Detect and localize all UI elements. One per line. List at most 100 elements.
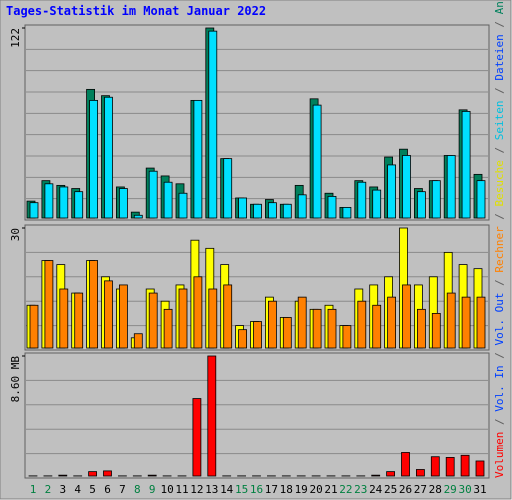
y-tick-label: 30 bbox=[9, 228, 22, 241]
bar bbox=[402, 284, 411, 349]
bar bbox=[208, 288, 218, 349]
bar bbox=[133, 214, 143, 219]
bar bbox=[416, 308, 426, 349]
bar bbox=[387, 296, 397, 349]
legend-entry: Seiten bbox=[493, 100, 506, 140]
x-tick-label: 22 bbox=[339, 483, 352, 496]
bar bbox=[59, 288, 69, 349]
legend-separator: / bbox=[493, 206, 506, 226]
bar bbox=[74, 292, 84, 349]
bar bbox=[430, 456, 440, 477]
bar bbox=[446, 292, 456, 349]
x-tick-label: 15 bbox=[235, 483, 248, 496]
bar bbox=[88, 471, 97, 477]
bar bbox=[431, 312, 441, 349]
bar bbox=[163, 308, 173, 349]
legend-entry: Vol. Out bbox=[493, 293, 506, 346]
bar bbox=[446, 155, 456, 219]
x-tick-label: 7 bbox=[119, 483, 126, 496]
x-tick-label: 16 bbox=[250, 483, 263, 496]
legend-separator: / bbox=[493, 412, 506, 432]
bar bbox=[416, 191, 426, 219]
bar bbox=[357, 300, 367, 349]
legend-entry: Dateien bbox=[493, 34, 506, 80]
bar bbox=[193, 276, 203, 349]
bar bbox=[415, 469, 425, 477]
bar bbox=[192, 398, 202, 477]
x-tick-label: 20 bbox=[309, 483, 322, 496]
legend-separator: / bbox=[493, 346, 506, 366]
bar bbox=[119, 284, 128, 349]
bar bbox=[133, 333, 143, 349]
bar bbox=[178, 288, 188, 349]
bar bbox=[327, 308, 337, 349]
bar bbox=[89, 260, 98, 349]
bar bbox=[327, 195, 337, 219]
bar bbox=[147, 474, 157, 477]
bar bbox=[401, 452, 410, 477]
x-tick-label: 2 bbox=[45, 483, 52, 496]
x-tick-label: 11 bbox=[175, 483, 188, 496]
panel bbox=[24, 352, 490, 479]
x-tick-label: 23 bbox=[354, 483, 367, 496]
bar bbox=[148, 170, 158, 219]
x-tick-label: 30 bbox=[458, 483, 471, 496]
bar bbox=[387, 164, 397, 219]
legend-entry: Volumen bbox=[493, 432, 506, 478]
bar bbox=[223, 158, 233, 219]
legend-entry: Rechner bbox=[493, 226, 506, 273]
bar bbox=[461, 296, 471, 349]
bar bbox=[312, 104, 322, 219]
x-tick-label: 17 bbox=[265, 483, 278, 496]
bar bbox=[282, 203, 292, 219]
bar bbox=[238, 197, 248, 219]
x-tick-label: 1 bbox=[30, 483, 37, 496]
x-tick-label: 24 bbox=[369, 483, 383, 496]
x-tick-label: 27 bbox=[414, 483, 427, 496]
bar bbox=[148, 292, 158, 349]
bar bbox=[253, 321, 262, 349]
x-tick-label: 19 bbox=[295, 483, 308, 496]
x-tick-label: 25 bbox=[384, 483, 397, 496]
bar bbox=[238, 329, 248, 349]
bar bbox=[44, 183, 54, 219]
bar bbox=[267, 300, 277, 349]
legend-entry: Besuche bbox=[493, 160, 506, 206]
bar bbox=[297, 194, 307, 219]
bar bbox=[163, 181, 173, 219]
x-tick-label: 21 bbox=[324, 483, 337, 496]
legend-separator: / bbox=[493, 81, 506, 101]
x-tick-label: 28 bbox=[429, 483, 442, 496]
bar bbox=[475, 460, 485, 477]
bar bbox=[59, 186, 69, 219]
x-tick-label: 13 bbox=[205, 483, 218, 496]
bar bbox=[282, 317, 292, 349]
x-tick-label: 10 bbox=[160, 483, 173, 496]
bar bbox=[208, 30, 218, 219]
x-tick-label: 9 bbox=[149, 483, 156, 496]
legend-separator: / bbox=[493, 273, 506, 293]
legend: Volumen / Vol. In / Vol. Out / Rechner /… bbox=[493, 0, 506, 478]
x-tick-label: 29 bbox=[444, 483, 457, 496]
bar bbox=[371, 474, 381, 477]
bar bbox=[431, 180, 441, 219]
bar bbox=[357, 181, 367, 219]
bar bbox=[342, 207, 352, 219]
bar bbox=[386, 471, 396, 477]
bar bbox=[44, 260, 54, 349]
legend-separator: / bbox=[493, 140, 506, 160]
x-tick-label: 26 bbox=[399, 483, 412, 496]
x-tick-label: 18 bbox=[280, 483, 293, 496]
bar bbox=[58, 474, 68, 477]
bar bbox=[372, 304, 382, 349]
bar bbox=[267, 202, 277, 219]
x-tick-label: 6 bbox=[104, 483, 111, 496]
x-tick-label: 5 bbox=[89, 483, 96, 496]
x-tick-label: 31 bbox=[473, 483, 486, 496]
bar bbox=[74, 191, 84, 219]
legend-separator: / bbox=[493, 14, 506, 34]
bar bbox=[207, 355, 217, 477]
bar bbox=[104, 280, 113, 349]
bar bbox=[193, 99, 203, 219]
bar bbox=[29, 202, 39, 219]
